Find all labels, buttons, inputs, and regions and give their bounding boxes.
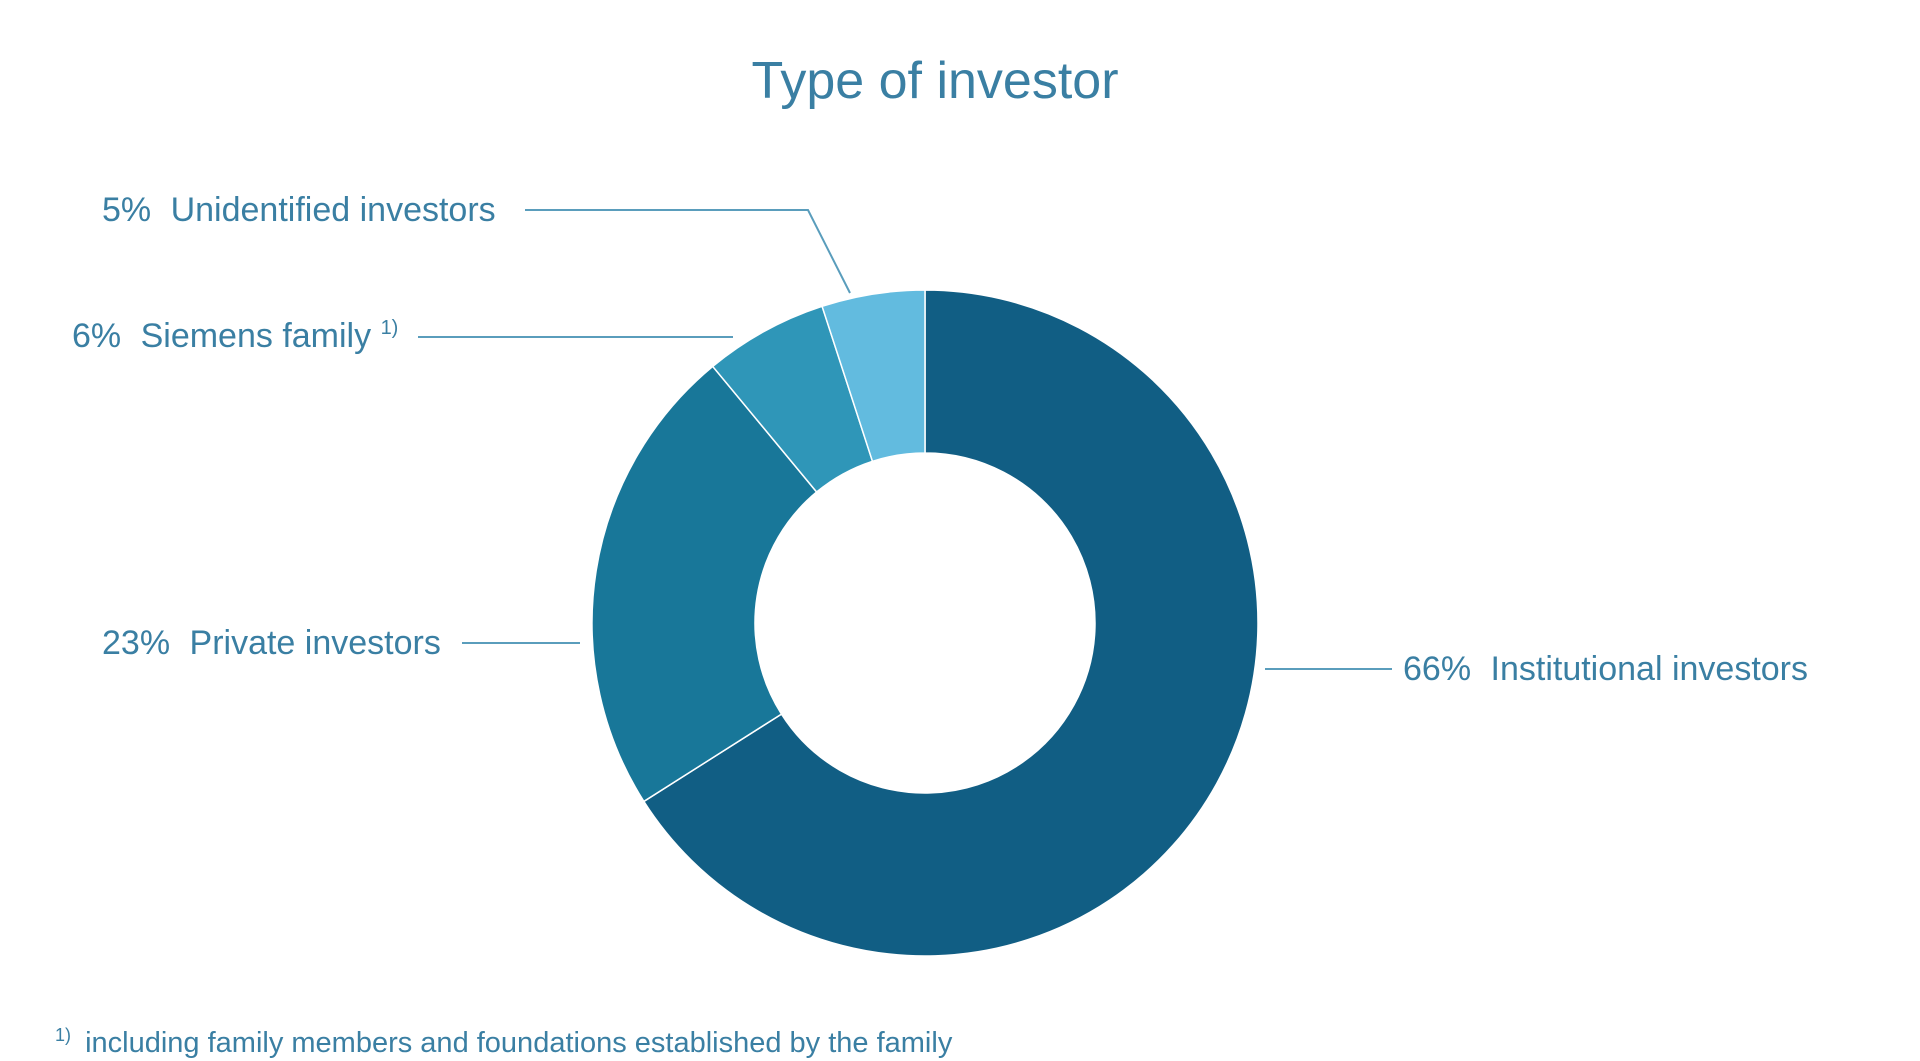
slice-name-institutional: Institutional investors: [1491, 650, 1809, 688]
slice-value-institutional: 66%: [1403, 650, 1471, 688]
slice-label-unidentified: 5% Unidentified investors: [102, 191, 496, 229]
donut-slices: [591, 289, 1259, 957]
footnote: 1) including family members and foundati…: [55, 1016, 953, 1059]
slice-value-unidentified: 5%: [102, 191, 151, 229]
slice-private-investors: [591, 365, 818, 803]
slice-value-siemens-family: 6%: [72, 317, 121, 355]
slice-label-institutional: 66% Institutional investors: [1403, 650, 1808, 688]
slice-label-private: 23% Private investors: [102, 624, 441, 662]
slice-unidentified-investors: [821, 289, 926, 463]
footnote-marker: 1): [55, 1025, 71, 1045]
slice-value-private: 23%: [102, 624, 170, 662]
leader-line-unidentified: [525, 209, 851, 294]
chart-title: Type of investor: [751, 52, 1118, 110]
footnote-marker-siemens-family: 1): [381, 317, 399, 339]
footnote-text: including family members and foundations…: [85, 1027, 953, 1059]
slice-institutional-investors: [642, 289, 1259, 957]
slice-name-siemens-family: Siemens family: [141, 317, 372, 355]
slice-name-unidentified: Unidentified investors: [171, 191, 496, 229]
slice-label-siemens-family: 6% Siemens family 1): [72, 317, 398, 355]
slice-name-private: Private investors: [190, 624, 441, 662]
